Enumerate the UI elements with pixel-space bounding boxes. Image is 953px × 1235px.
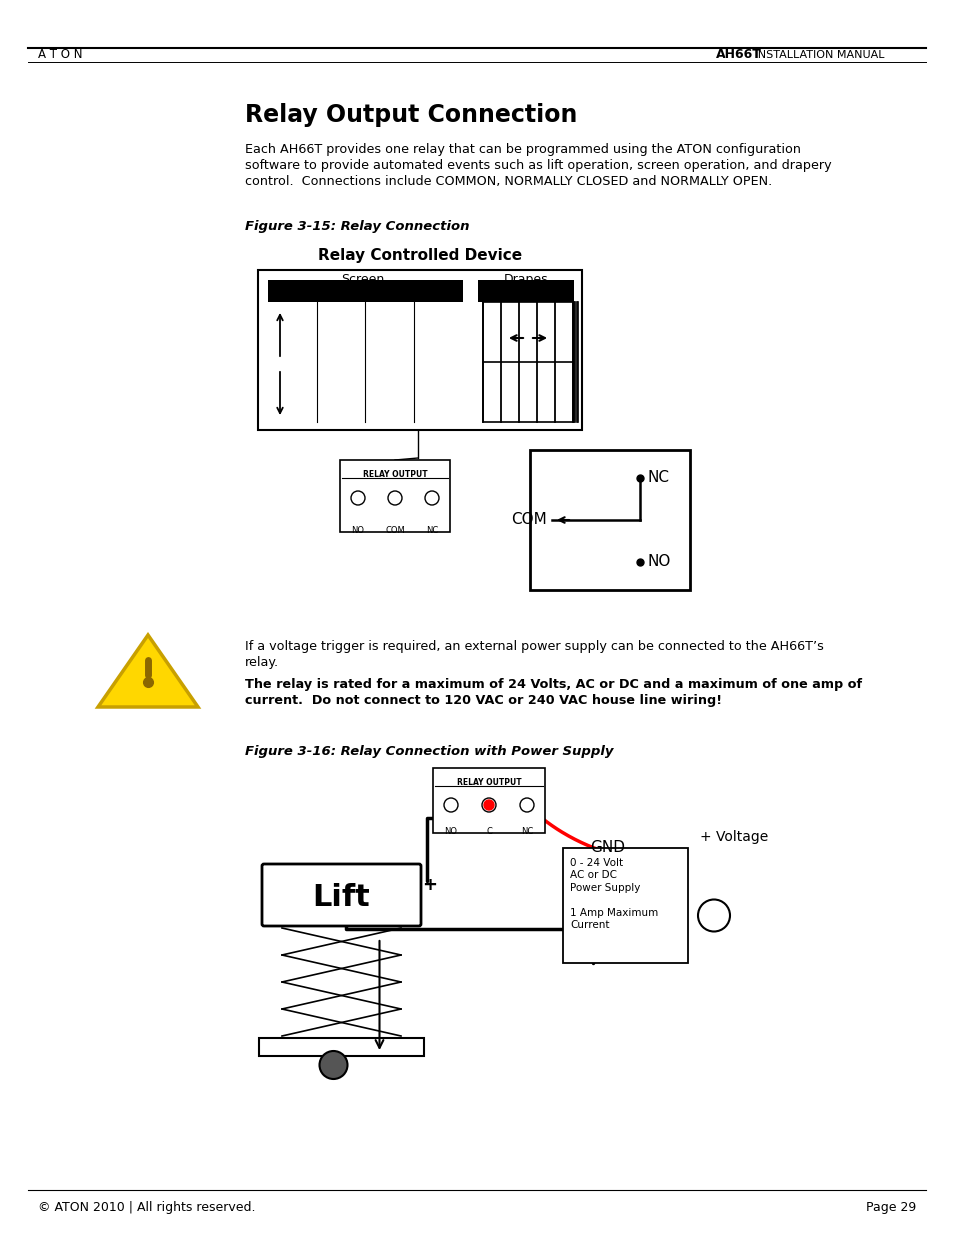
Text: NC: NC [520,827,533,836]
Text: + Voltage: + Voltage [700,830,767,844]
Text: A T O N: A T O N [38,48,82,62]
Circle shape [483,800,494,810]
Text: The relay is rated for a maximum of 24 Volts, AC or DC and a maximum of one amp : The relay is rated for a maximum of 24 V… [245,678,862,692]
Bar [339,459,450,532]
Text: NO: NO [647,555,671,569]
Text: Each AH66T provides one relay that can be programmed using the ATON configuratio: Each AH66T provides one relay that can b… [245,143,801,156]
Polygon shape [98,635,198,706]
Text: COM: COM [385,526,404,535]
Text: NO: NO [444,827,457,836]
Text: © ATON 2010 | All rights reserved.: © ATON 2010 | All rights reserved. [38,1200,255,1214]
Text: Relay Output Connection: Relay Output Connection [245,103,577,127]
Text: Lift: Lift [313,883,370,913]
Circle shape [443,798,457,811]
Text: C: C [485,827,492,836]
Circle shape [519,798,534,811]
Circle shape [319,1051,347,1079]
Text: AH66T: AH66T [716,48,761,62]
Text: current.  Do not connect to 120 VAC or 240 VAC house line wiring!: current. Do not connect to 120 VAC or 24… [245,694,721,706]
Text: Relay Controlled Device: Relay Controlled Device [317,248,521,263]
Text: 0 - 24 Volt
AC or DC
Power Supply

1 Amp Maximum
Current: 0 - 24 Volt AC or DC Power Supply 1 Amp … [569,858,658,930]
Circle shape [424,492,438,505]
Text: If a voltage trigger is required, an external power supply can be connected to t: If a voltage trigger is required, an ext… [245,640,823,653]
Bar [477,280,574,303]
Text: NC: NC [425,526,437,535]
Text: Page 29: Page 29 [864,1200,915,1214]
Text: relay.: relay. [245,656,279,669]
Circle shape [481,798,496,811]
Bar [257,270,581,430]
Text: NC: NC [647,471,669,485]
Bar [482,303,573,422]
Text: software to provide automated events such as lift operation, screen operation, a: software to provide automated events suc… [245,159,831,172]
FancyBboxPatch shape [262,864,420,926]
Text: control.  Connections include COMMON, NORMALLY CLOSED and NORMALLY OPEN.: control. Connections include COMMON, NOR… [245,175,771,188]
Circle shape [388,492,401,505]
Text: RELAY OUTPUT: RELAY OUTPUT [456,778,520,787]
Text: COM: COM [511,513,546,527]
Circle shape [698,899,729,931]
Bar [433,768,544,832]
Text: NO: NO [351,526,364,535]
Text: RELAY OUTPUT: RELAY OUTPUT [362,471,427,479]
Text: Figure 3-15: Relay Connection: Figure 3-15: Relay Connection [245,220,469,233]
Bar [562,848,687,963]
Text: Figure 3-16: Relay Connection with Power Supply: Figure 3-16: Relay Connection with Power… [245,745,613,758]
Text: +: + [421,876,436,894]
Bar [268,280,462,303]
Text: INSTALLATION MANUAL: INSTALLATION MANUAL [750,49,883,61]
Bar [258,1037,423,1056]
Bar [530,450,689,590]
Text: Screen: Screen [341,273,384,287]
Text: GND: GND [590,840,625,855]
Circle shape [351,492,365,505]
Text: Drapes: Drapes [503,273,548,287]
